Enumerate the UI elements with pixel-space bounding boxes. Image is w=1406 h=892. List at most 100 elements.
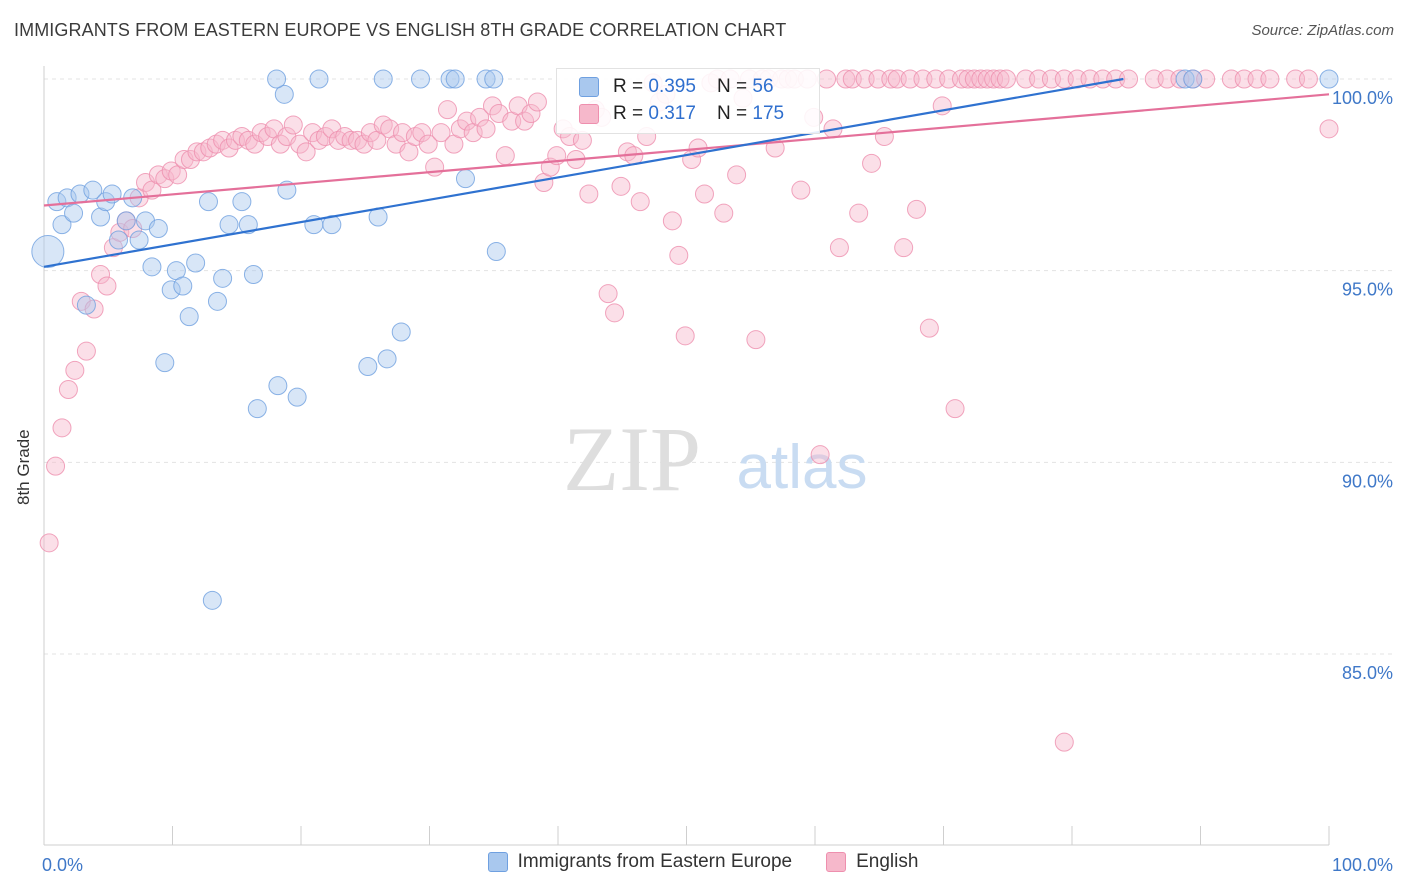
point-english (714, 203, 734, 223)
point-english (810, 445, 830, 465)
point-eastern-europe (358, 357, 378, 376)
axes (43, 66, 1330, 846)
point-eastern-europe (155, 353, 175, 373)
point-english (874, 127, 894, 146)
gridlines (44, 78, 1392, 655)
point-english (675, 326, 695, 346)
point-english (431, 123, 451, 143)
point-english (527, 92, 547, 112)
point-eastern-europe (52, 215, 72, 235)
point-eastern-europe (445, 69, 465, 89)
x-tick-label: 100.0% (1332, 855, 1393, 875)
point-english (495, 146, 515, 166)
point-eastern-europe (232, 192, 252, 212)
point-eastern-europe (213, 268, 233, 288)
n-label: N = (717, 103, 753, 124)
point-english (52, 418, 72, 438)
point-eastern-europe (142, 257, 162, 277)
point-english (829, 238, 849, 258)
point-english (393, 123, 413, 143)
point-english (219, 138, 239, 158)
point-english (412, 123, 432, 143)
point-english (65, 360, 85, 380)
point-eastern-europe (76, 295, 96, 315)
point-eastern-europe (440, 69, 460, 89)
point-english (290, 134, 310, 154)
legend: Immigrants from Eastern Europe English (0, 851, 1406, 873)
series-eastern-europe-points (31, 69, 1339, 610)
point-eastern-europe (411, 69, 431, 89)
point-eastern-europe (238, 215, 258, 235)
point-english (990, 69, 1010, 89)
point-eastern-europe (109, 230, 129, 250)
point-english (303, 123, 323, 143)
point-eastern-europe (309, 69, 329, 89)
point-eastern-europe (64, 203, 84, 223)
point-english (836, 69, 856, 89)
point-eastern-europe (377, 349, 397, 369)
trend-line-eastern-europe (43, 77, 1124, 268)
y-tick-label: 95.0% (1342, 280, 1393, 300)
point-english (669, 245, 689, 265)
point-eastern-europe (287, 387, 307, 407)
point-eastern-europe (486, 242, 506, 261)
point-english (746, 330, 766, 350)
y-tick-label: 100.0% (1332, 88, 1393, 108)
point-eastern-europe (186, 253, 206, 273)
point-english (849, 203, 869, 223)
tick-labels: 85.0% 90.0% 95.0% 100.0% 0.0% 100.0% (42, 88, 1393, 875)
point-english (155, 169, 175, 189)
point-english (457, 111, 477, 131)
point-english (791, 180, 811, 200)
point-english (817, 69, 837, 89)
point-english (727, 165, 747, 185)
n-label: N = (717, 76, 753, 97)
point-eastern-europe (179, 307, 199, 327)
point-english (110, 222, 130, 242)
legend-item-eastern-europe[interactable]: Immigrants from Eastern Europe (487, 851, 793, 873)
point-english (283, 115, 303, 135)
point-eastern-europe (268, 376, 288, 396)
point-english (296, 142, 316, 162)
point-english (515, 111, 535, 131)
trend-line-english (43, 93, 1330, 207)
stats-text-eastern-europe: R = 0.395 N = 56 (613, 76, 774, 98)
point-english (1054, 732, 1074, 752)
point-english (894, 238, 914, 258)
point-english (270, 134, 290, 154)
point-english (482, 96, 502, 116)
point-english (598, 284, 618, 304)
point-english (919, 318, 939, 338)
point-english (476, 119, 496, 139)
legend-item-english[interactable]: English (826, 851, 918, 873)
point-english (39, 533, 59, 553)
point-english (662, 211, 682, 231)
point-english (46, 456, 66, 476)
point-english (521, 104, 541, 123)
point-english (1260, 69, 1280, 89)
point-english (470, 107, 490, 127)
point-eastern-europe (83, 180, 103, 200)
stats-swatch-pink (579, 104, 599, 124)
point-eastern-europe (476, 69, 496, 89)
point-english (996, 69, 1016, 89)
point-eastern-europe (484, 69, 504, 89)
point-english (450, 119, 470, 139)
point-eastern-europe (373, 69, 393, 89)
legend-swatch-blue (487, 852, 508, 872)
point-eastern-europe (161, 280, 181, 300)
legend-label: English (856, 851, 919, 872)
n-value: 175 (752, 103, 785, 124)
x-tick-label: 0.0% (42, 855, 83, 875)
point-eastern-europe (173, 276, 193, 296)
point-eastern-europe (1175, 69, 1195, 89)
n-value: 56 (752, 76, 774, 97)
chart-title: IMMIGRANTS FROM EASTERN EUROPE VS ENGLIS… (14, 20, 787, 40)
point-eastern-europe (116, 211, 136, 231)
point-english (945, 399, 965, 419)
legend-label: Immigrants from Eastern Europe (517, 851, 793, 872)
point-eastern-europe (1319, 69, 1339, 89)
point-eastern-europe (455, 169, 475, 189)
point-eastern-europe (129, 230, 149, 250)
